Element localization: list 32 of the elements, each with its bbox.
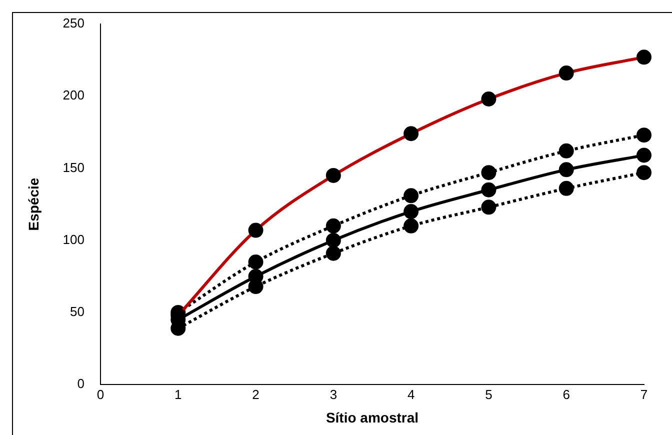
point — [404, 188, 419, 204]
point — [481, 200, 496, 215]
x-tick-label: 7 — [640, 386, 648, 402]
point — [326, 232, 341, 248]
point — [326, 246, 341, 261]
y-tick-label: 0 — [77, 376, 84, 392]
point — [481, 182, 496, 198]
point — [636, 148, 652, 163]
x-tick-label: 6 — [562, 386, 570, 402]
y-axis-title: Espécie — [25, 178, 42, 231]
point — [404, 204, 419, 220]
x-axis-title: Sítio amostral — [326, 409, 419, 426]
y-tick-label: 100 — [62, 232, 84, 247]
point — [636, 165, 652, 180]
point — [404, 218, 419, 234]
point — [481, 165, 496, 180]
point — [248, 254, 264, 270]
point — [558, 143, 574, 158]
x-tick-label: 0 — [96, 386, 104, 402]
y-tick-label: 200 — [62, 88, 84, 103]
x-tick-label: 1 — [174, 386, 182, 402]
y-tick-label: 150 — [62, 160, 84, 175]
y-tick-label: 250 — [62, 16, 84, 31]
point — [326, 218, 341, 234]
x-tick-label: 4 — [407, 386, 415, 402]
x-tick-label: 2 — [252, 386, 260, 402]
point — [558, 180, 574, 196]
x-tick-label: 3 — [330, 386, 338, 402]
x-tick-label: 5 — [485, 386, 492, 402]
point — [558, 162, 574, 178]
y-tick-label: 50 — [70, 304, 84, 320]
point — [636, 128, 652, 143]
